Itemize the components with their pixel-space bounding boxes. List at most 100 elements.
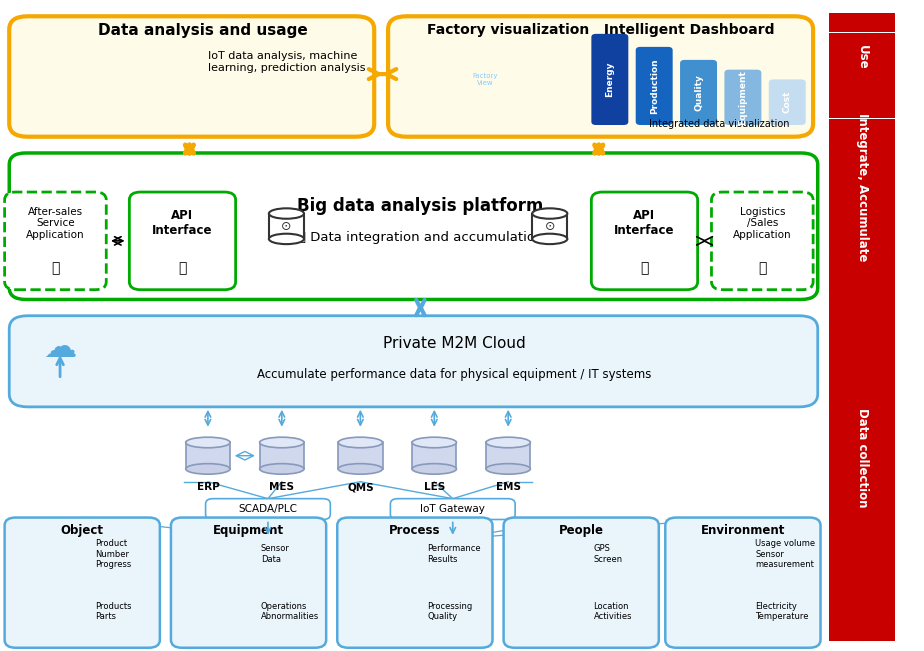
Text: Factory
View: Factory View bbox=[473, 74, 498, 86]
FancyBboxPatch shape bbox=[9, 153, 818, 299]
Text: MES: MES bbox=[269, 482, 295, 492]
Polygon shape bbox=[829, 255, 895, 273]
FancyBboxPatch shape bbox=[591, 192, 698, 290]
FancyBboxPatch shape bbox=[636, 47, 673, 125]
FancyBboxPatch shape bbox=[9, 316, 818, 407]
Text: IoT Gateway: IoT Gateway bbox=[420, 504, 485, 514]
Text: Location
Activities: Location Activities bbox=[593, 602, 632, 621]
Polygon shape bbox=[829, 13, 895, 33]
FancyBboxPatch shape bbox=[504, 518, 659, 648]
Text: ☁: ☁ bbox=[43, 331, 77, 364]
FancyBboxPatch shape bbox=[829, 101, 895, 273]
FancyBboxPatch shape bbox=[486, 443, 530, 469]
FancyBboxPatch shape bbox=[829, 13, 895, 101]
Ellipse shape bbox=[186, 437, 230, 448]
Text: IoT data analysis, machine
learning, prediction analysis: IoT data analysis, machine learning, pre… bbox=[208, 51, 365, 73]
FancyBboxPatch shape bbox=[665, 518, 821, 648]
Text: SCADA/PLC: SCADA/PLC bbox=[238, 504, 298, 514]
Text: Product
Number
Progress: Product Number Progress bbox=[94, 539, 131, 569]
Polygon shape bbox=[829, 101, 895, 119]
FancyBboxPatch shape bbox=[337, 518, 492, 648]
FancyBboxPatch shape bbox=[5, 518, 160, 648]
FancyBboxPatch shape bbox=[388, 16, 813, 137]
Text: Environment: Environment bbox=[700, 524, 785, 537]
FancyBboxPatch shape bbox=[9, 16, 374, 137]
Text: EMS: EMS bbox=[495, 482, 521, 492]
Text: Private M2M Cloud: Private M2M Cloud bbox=[383, 335, 525, 351]
FancyBboxPatch shape bbox=[532, 214, 567, 239]
Text: Equipment: Equipment bbox=[738, 70, 748, 125]
Text: 🧩: 🧩 bbox=[178, 261, 187, 275]
FancyBboxPatch shape bbox=[338, 443, 383, 469]
Text: 🧩: 🧩 bbox=[51, 261, 60, 275]
Ellipse shape bbox=[338, 464, 383, 474]
Ellipse shape bbox=[532, 234, 567, 244]
Ellipse shape bbox=[260, 437, 304, 448]
Text: Data analysis and usage: Data analysis and usage bbox=[98, 23, 308, 38]
Polygon shape bbox=[829, 622, 895, 641]
FancyBboxPatch shape bbox=[829, 273, 895, 641]
Text: Data collection: Data collection bbox=[856, 408, 869, 507]
Text: 🧩: 🧩 bbox=[640, 261, 649, 275]
FancyBboxPatch shape bbox=[680, 60, 717, 125]
FancyBboxPatch shape bbox=[412, 443, 456, 469]
Ellipse shape bbox=[269, 234, 304, 244]
Text: Energy: Energy bbox=[605, 62, 614, 97]
FancyBboxPatch shape bbox=[186, 443, 230, 469]
FancyBboxPatch shape bbox=[205, 499, 331, 519]
Text: Integrated data visualization: Integrated data visualization bbox=[650, 119, 790, 129]
Ellipse shape bbox=[486, 464, 530, 474]
FancyBboxPatch shape bbox=[269, 214, 304, 239]
Text: Electricity
Temperature: Electricity Temperature bbox=[755, 602, 808, 621]
Ellipse shape bbox=[269, 208, 304, 219]
Ellipse shape bbox=[186, 464, 230, 474]
FancyBboxPatch shape bbox=[395, 33, 576, 127]
FancyBboxPatch shape bbox=[17, 34, 174, 125]
FancyBboxPatch shape bbox=[129, 192, 236, 290]
FancyBboxPatch shape bbox=[829, 32, 895, 33]
Text: Usage volume
Sensor
measurement: Usage volume Sensor measurement bbox=[755, 539, 816, 569]
Text: Operations
Abnormalities: Operations Abnormalities bbox=[261, 602, 319, 621]
Text: Cost: Cost bbox=[783, 91, 792, 113]
FancyBboxPatch shape bbox=[390, 499, 516, 519]
Text: Big data analysis platform: Big data analysis platform bbox=[298, 197, 543, 215]
Text: Use: Use bbox=[856, 45, 869, 69]
Text: ⊙: ⊙ bbox=[281, 220, 292, 232]
FancyBboxPatch shape bbox=[711, 192, 813, 290]
Text: LES: LES bbox=[424, 482, 444, 492]
FancyBboxPatch shape bbox=[5, 192, 106, 290]
Text: Products
Parts: Products Parts bbox=[94, 602, 131, 621]
Text: Performance
Results: Performance Results bbox=[427, 544, 480, 564]
Text: Equipment: Equipment bbox=[213, 524, 284, 537]
Text: API
Interface: API Interface bbox=[614, 209, 675, 238]
Ellipse shape bbox=[338, 437, 383, 448]
Text: Object: Object bbox=[61, 524, 103, 537]
Text: API
Interface: API Interface bbox=[152, 209, 213, 238]
Text: ERP: ERP bbox=[197, 482, 219, 492]
Text: Accumulate performance data for physical equipment / IT systems: Accumulate performance data for physical… bbox=[257, 368, 651, 381]
Ellipse shape bbox=[486, 437, 530, 448]
Text: GPS
Screen: GPS Screen bbox=[593, 544, 623, 564]
Text: 🧩: 🧩 bbox=[758, 261, 767, 275]
Text: Integrate, Accumulate: Integrate, Accumulate bbox=[856, 113, 869, 261]
Text: Quality: Quality bbox=[694, 74, 703, 111]
FancyBboxPatch shape bbox=[260, 443, 304, 469]
Text: Sensor
Data: Sensor Data bbox=[261, 544, 290, 564]
Ellipse shape bbox=[260, 464, 304, 474]
Text: ⊙: ⊙ bbox=[544, 220, 555, 232]
Text: QMS: QMS bbox=[347, 482, 373, 492]
FancyBboxPatch shape bbox=[591, 34, 628, 125]
Ellipse shape bbox=[412, 464, 456, 474]
Ellipse shape bbox=[412, 437, 456, 448]
FancyBboxPatch shape bbox=[769, 79, 806, 125]
Text: People: People bbox=[559, 524, 603, 537]
Text: Factory visualization   Intelligent Dashboard: Factory visualization Intelligent Dashbo… bbox=[427, 23, 774, 37]
Text: Process: Process bbox=[389, 524, 441, 537]
FancyBboxPatch shape bbox=[724, 70, 761, 125]
Text: After-sales
Service
Application: After-sales Service Application bbox=[26, 207, 85, 240]
Text: Ⓣ Data integration and accumulation: Ⓣ Data integration and accumulation bbox=[298, 232, 543, 244]
Text: Processing
Quality: Processing Quality bbox=[427, 602, 472, 621]
Ellipse shape bbox=[532, 208, 567, 219]
Text: Logistics
/Sales
Application: Logistics /Sales Application bbox=[733, 207, 792, 240]
FancyBboxPatch shape bbox=[171, 518, 326, 648]
